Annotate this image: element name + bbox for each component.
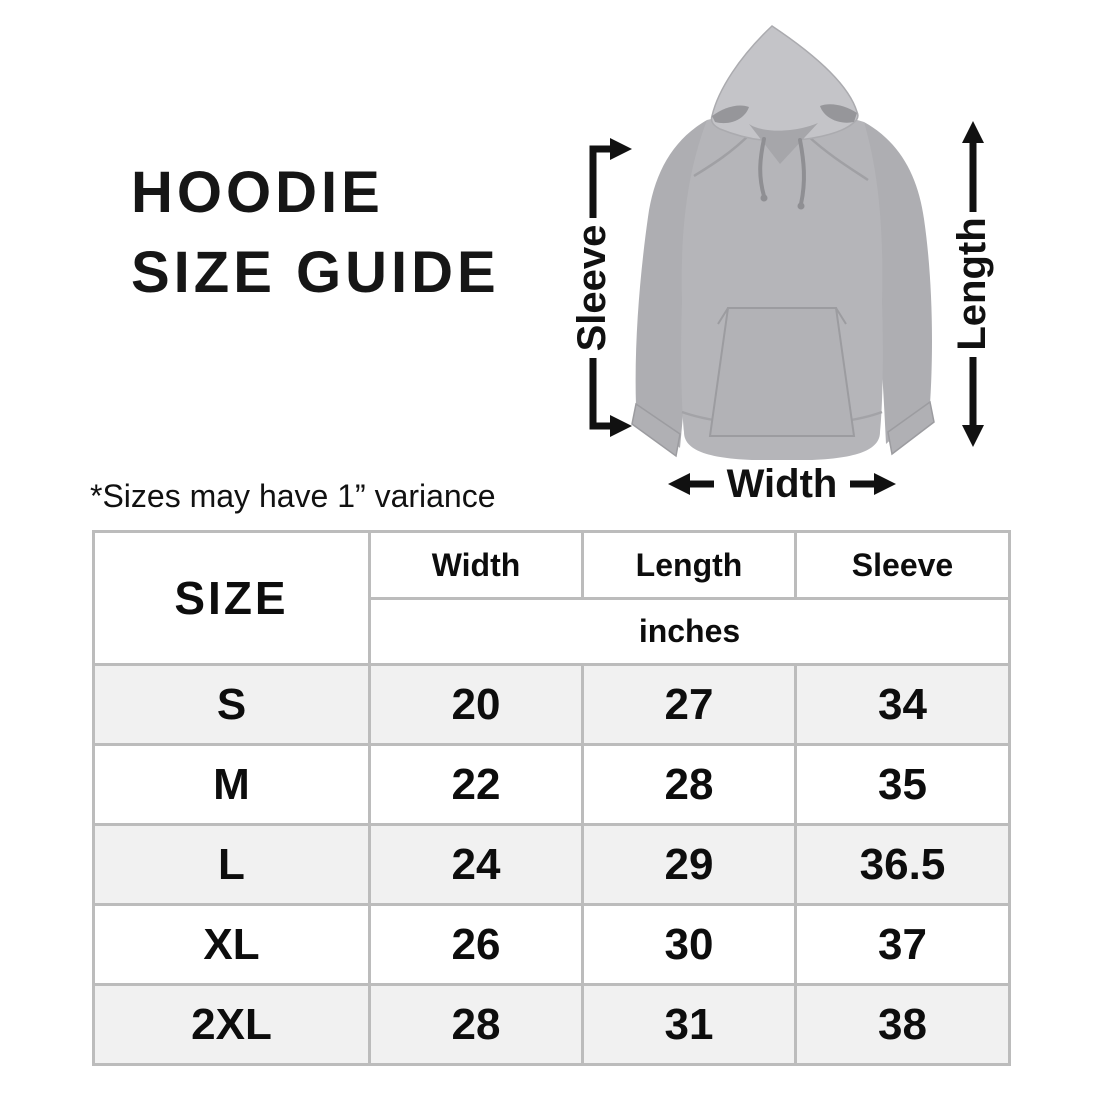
sleeve-cell: 36.5: [794, 823, 1011, 906]
length-arrow: [962, 121, 984, 447]
sleeve-arrow: [589, 138, 632, 437]
table-row-2xl: 2XL 28 31 38: [92, 983, 1011, 1066]
sleeve-label: Sleeve: [570, 224, 614, 352]
length-cell: 28: [581, 743, 797, 826]
size-cell: 2XL: [92, 983, 371, 1066]
sleeve-cell: 35: [794, 743, 1011, 826]
width-cell: 20: [368, 663, 584, 746]
column-header-sleeve: Sleeve: [794, 530, 1011, 600]
length-cell: 30: [581, 903, 797, 986]
size-cell: S: [92, 663, 371, 746]
width-cell: 22: [368, 743, 584, 826]
column-header-width: Width: [368, 530, 584, 600]
sleeve-cell: 34: [794, 663, 1011, 746]
page-title-line1: HOODIE: [131, 160, 384, 225]
width-cell: 28: [368, 983, 584, 1066]
sleeve-cell: 37: [794, 903, 1011, 986]
size-header-cell: SIZE: [92, 530, 371, 666]
size-cell: M: [92, 743, 371, 826]
size-cell: XL: [92, 903, 371, 986]
length-cell: 27: [581, 663, 797, 746]
column-header-length: Length: [581, 530, 797, 600]
unit-cell: inches: [368, 597, 1011, 666]
page-title-line2: SIZE GUIDE: [131, 240, 500, 305]
sleeve-cell: 38: [794, 983, 1011, 1066]
page-title: HOODIE SIZE GUIDE: [131, 153, 500, 313]
table-row-s: S 20 27 34: [92, 663, 1011, 746]
size-cell: L: [92, 823, 371, 906]
length-label: Length: [950, 217, 994, 351]
table-header-row: SIZE Width Length Sleeve: [92, 530, 1011, 666]
hoodie-image: [631, 25, 935, 460]
table-unit-row: inches: [94, 597, 1011, 666]
table-row-m: M 22 28 35: [92, 743, 1011, 826]
width-arrow: [668, 473, 896, 495]
table-row-l: L 24 29 36.5: [92, 823, 1011, 906]
table-row-xl: XL 26 30 37: [92, 903, 1011, 986]
variance-note: *Sizes may have 1” variance: [90, 478, 496, 514]
width-label: Width: [726, 462, 838, 506]
length-cell: 29: [581, 823, 797, 906]
size-table: SIZE Width Length Sleeve inches S 20 27 …: [92, 530, 1011, 1066]
width-cell: 24: [368, 823, 584, 906]
width-cell: 26: [368, 903, 584, 986]
length-cell: 31: [581, 983, 797, 1066]
